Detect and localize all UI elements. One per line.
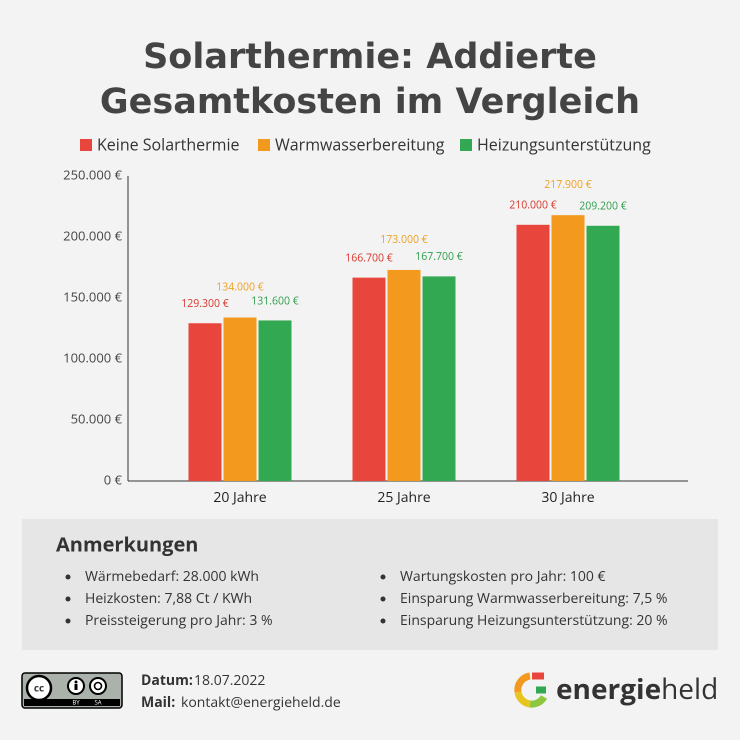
note-item: Wärmebedarf: 28.000 kWh <box>85 567 259 586</box>
bullet <box>65 618 71 624</box>
bullet <box>380 618 386 624</box>
mail-label: Mail: <box>141 693 175 712</box>
mail: kontakt@energieheld.de <box>181 693 341 712</box>
bullet <box>380 574 386 580</box>
value-label: 210.000 € <box>509 199 557 213</box>
x-tick-label: 30 Jahre <box>541 488 594 507</box>
y-tick-label: 50.000 € <box>71 409 123 427</box>
value-label: 166.700 € <box>345 251 393 265</box>
cc-label: cc <box>34 681 44 695</box>
bullet <box>380 596 386 602</box>
value-label: 173.000 € <box>380 233 428 247</box>
by-label: BY <box>72 699 80 707</box>
legend-label: Heizungsunterstützung <box>477 133 651 155</box>
license-badge: cc BY SA <box>21 672 123 709</box>
legend-label: Warmwasserbereitung <box>275 133 445 155</box>
legend-swatch <box>460 139 472 151</box>
x-tick-label: 25 Jahre <box>377 488 430 507</box>
y-tick-label: 0 € <box>104 470 123 488</box>
date-label: Datum: <box>141 671 193 690</box>
notes-box <box>22 519 718 650</box>
value-label: 129.300 € <box>181 297 229 311</box>
note-item: Preissteigerung pro Jahr: 3 % <box>85 611 273 630</box>
bar <box>188 323 222 481</box>
logo-regular: held <box>661 670 718 708</box>
y-tick-label: 200.000 € <box>63 226 122 244</box>
note-item: Wartungskosten pro Jahr: 100 € <box>400 567 606 586</box>
bar <box>551 215 585 482</box>
bar <box>586 225 620 481</box>
legend-label: Keine Solarthermie <box>97 133 240 155</box>
sa-label: SA <box>94 699 101 707</box>
bar <box>422 276 456 481</box>
bar <box>516 224 550 482</box>
note-item: Einsparung Warmwasserbereitung: 7,5 % <box>400 589 667 608</box>
y-tick-label: 100.000 € <box>63 348 122 366</box>
value-label: 167.700 € <box>415 250 463 264</box>
note-item: Heizkosten: 7,88 Ct / KWh <box>85 589 252 608</box>
bar <box>258 320 292 481</box>
bullet <box>65 596 71 602</box>
logo-bold: energie <box>556 670 661 708</box>
chart-title: Solarthermie: Addierte Gesamtkosten im V… <box>99 37 641 122</box>
logo-icon <box>514 672 548 708</box>
bar <box>387 269 421 481</box>
value-label: 217.900 € <box>544 178 592 192</box>
bar <box>223 317 257 481</box>
bar <box>352 277 386 481</box>
x-tick-label: 20 Jahre <box>213 488 266 507</box>
date: 18.07.2022 <box>194 671 265 690</box>
notes-title: Anmerkungen <box>56 530 198 557</box>
value-label: 209.200 € <box>579 200 627 214</box>
note-item: Einsparung Heizungsunterstützung: 20 % <box>400 611 668 630</box>
y-tick-label: 150.000 € <box>63 287 122 305</box>
value-label: 131.600 € <box>251 294 299 308</box>
bullet <box>65 574 71 580</box>
logo: energieheld <box>556 670 718 708</box>
legend-swatch <box>258 139 270 151</box>
legend-swatch <box>80 139 92 151</box>
y-tick-label: 250.000 € <box>63 165 122 183</box>
value-label: 134.000 € <box>216 280 264 294</box>
